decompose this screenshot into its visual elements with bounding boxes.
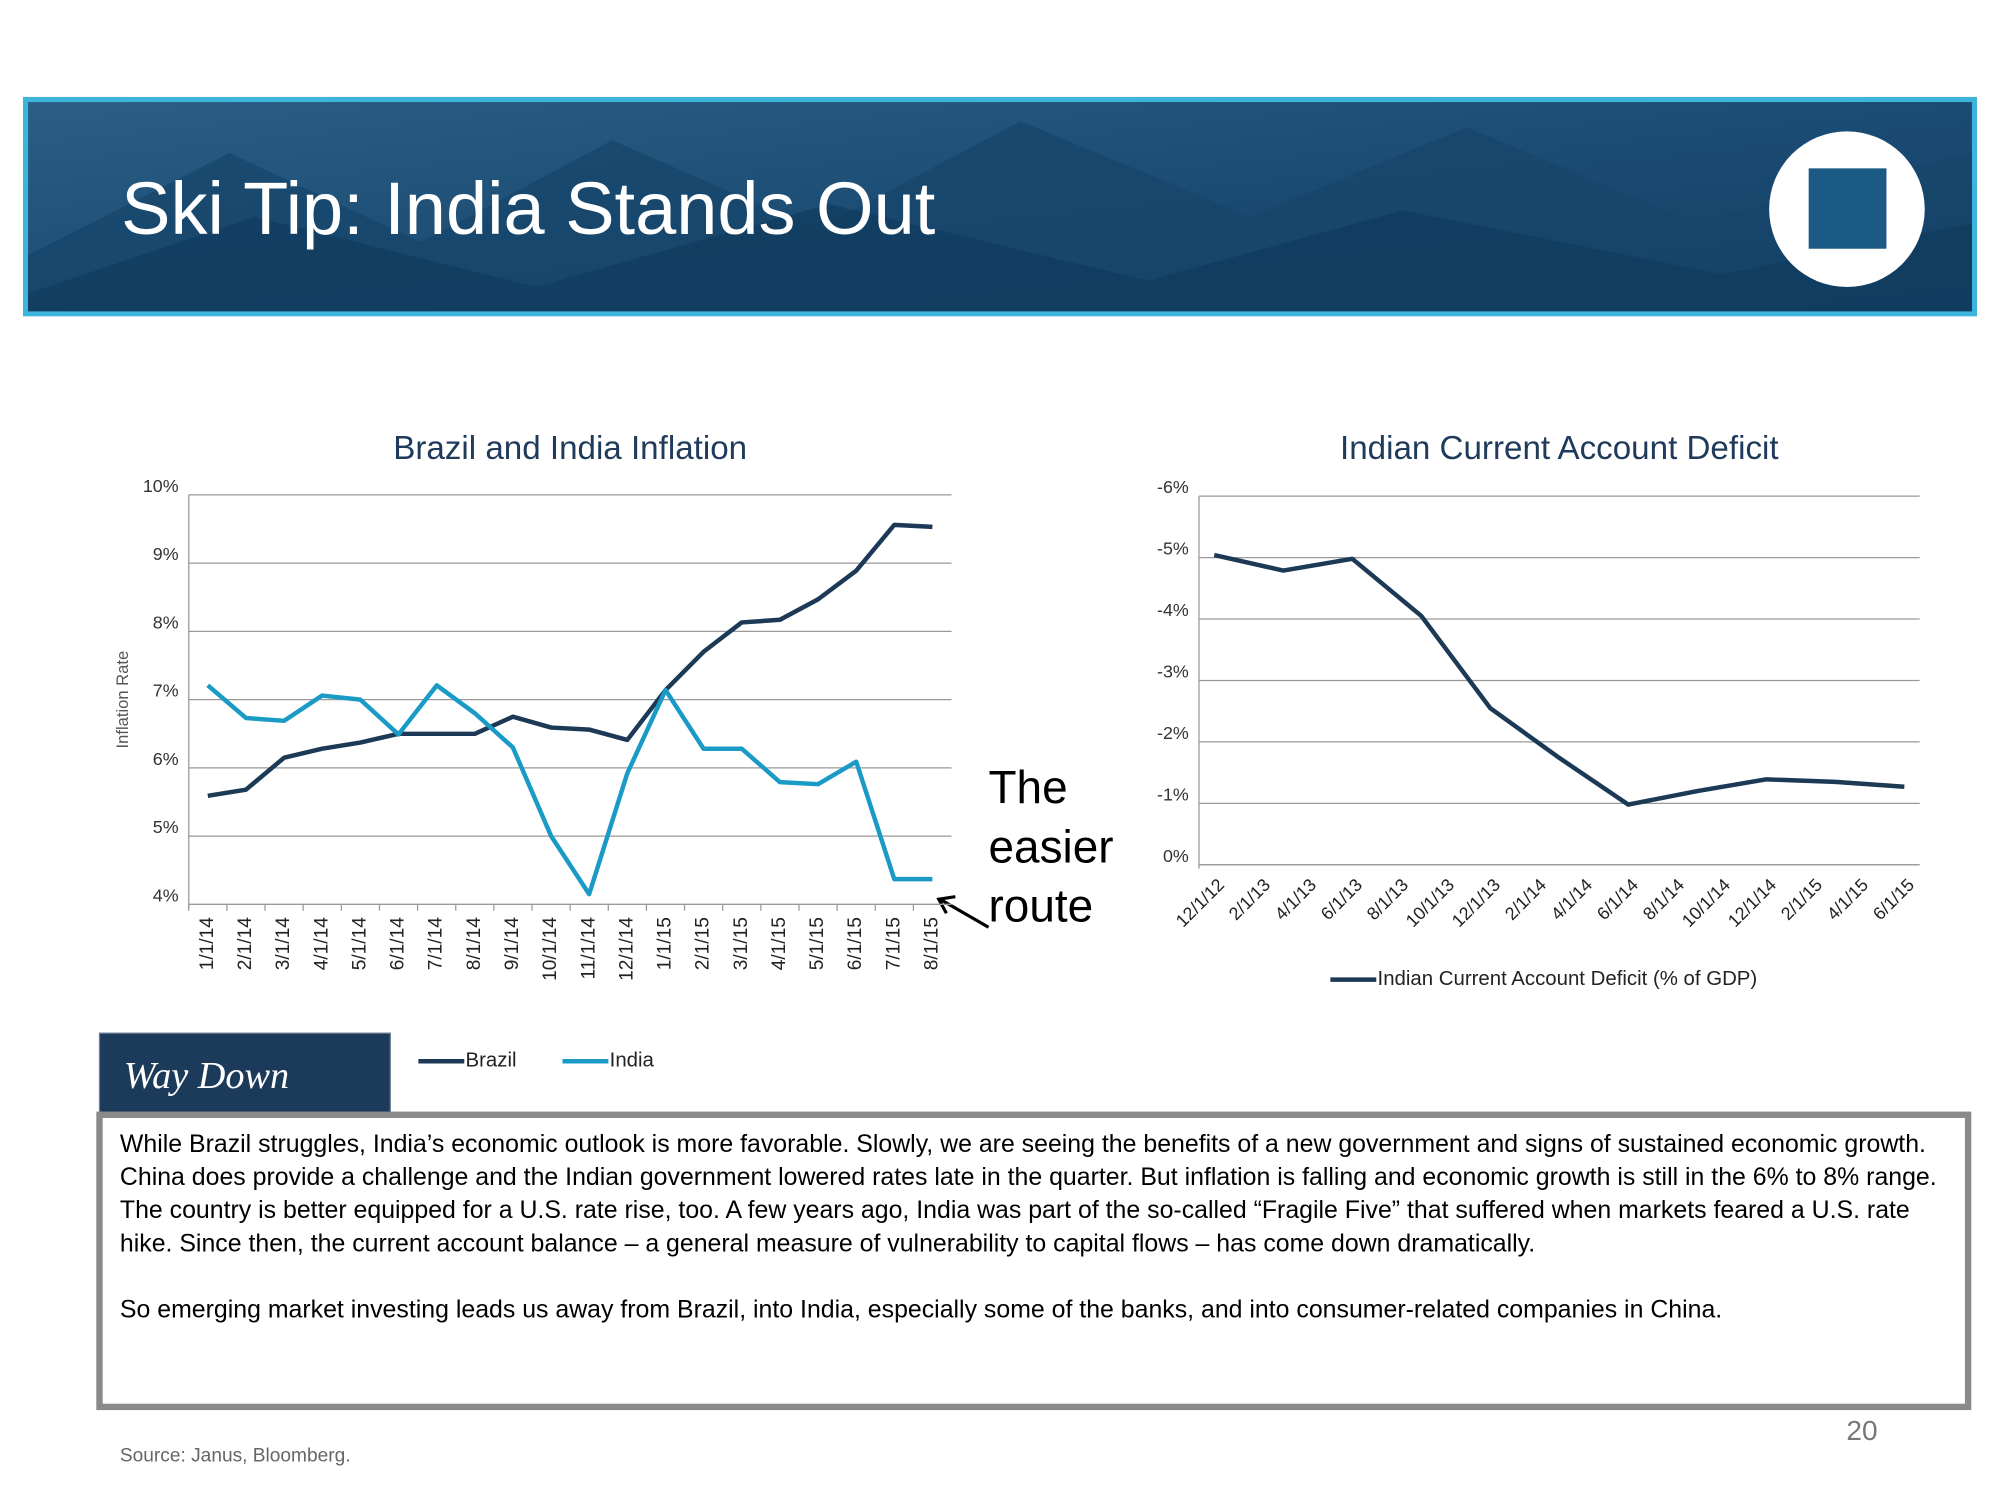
annotation: The easier route	[936, 761, 1127, 932]
x-tick-label: 6/1/14	[388, 917, 409, 971]
x-tick-label: 10/1/14	[1678, 875, 1734, 931]
chart-title: Indian Current Account Deficit	[1340, 430, 1779, 467]
x-tick-label: 4/1/15	[1823, 875, 1872, 924]
chart-title: Brazil and India Inflation	[393, 430, 747, 467]
y-tick-label: 8%	[153, 612, 179, 632]
x-tick-label: 8/1/15	[922, 917, 943, 970]
x-tick-label: 2/1/13	[1225, 875, 1274, 924]
x-tick-label: 1/1/14	[197, 917, 218, 971]
x-tick-label: 11/1/14	[578, 917, 599, 980]
x-tick-label: 3/1/15	[731, 917, 752, 970]
x-tick-label: 4/1/13	[1271, 875, 1320, 924]
x-tick-label: 6/1/15	[1869, 875, 1918, 924]
source: Source: Janus, Bloomberg.	[120, 1446, 351, 1467]
y-tick-label: -5%	[1157, 539, 1189, 559]
y-tick-label: 5%	[153, 817, 179, 837]
header-banner: Ski Tip: India Stands Out	[22, 96, 1978, 317]
x-tick-label: 4/1/15	[769, 917, 790, 970]
x-tick-label: 6/1/13	[1317, 875, 1366, 924]
annotation-line: easier	[989, 821, 1114, 873]
y-tick-label: 4%	[153, 885, 179, 905]
paragraph: So emerging market investing leads us aw…	[119, 1295, 1723, 1324]
legend-label: Brazil	[466, 1050, 517, 1072]
x-tick-label: 8/1/14	[464, 917, 485, 971]
legend-label: Indian Current Account Deficit (% of GDP…	[1378, 968, 1758, 990]
y-tick-label: -2%	[1157, 723, 1189, 743]
series-line	[1213, 552, 1905, 807]
y-tick-label: -1%	[1157, 784, 1189, 804]
x-tick-label: 4/1/14	[1547, 875, 1596, 924]
x-tick-label: 6/1/14	[1593, 875, 1642, 924]
x-tick-label: 5/1/15	[807, 917, 828, 970]
x-tick-label: 3/1/14	[273, 917, 294, 971]
x-tick-label: 7/1/14	[426, 917, 447, 971]
x-tick-label: 10/1/13	[1402, 875, 1458, 931]
y-tick-label: -4%	[1157, 600, 1189, 620]
x-tick-label: 1/1/15	[655, 917, 676, 970]
x-tick-label: 10/1/14	[540, 917, 561, 981]
x-tick-label: 12/1/13	[1448, 875, 1504, 931]
y-tick-label: 10%	[143, 476, 179, 496]
x-tick-label: 7/1/15	[883, 917, 904, 970]
x-tick-label: 2/1/14	[235, 917, 256, 971]
callout-body: While Brazil struggles, India’s economic…	[119, 1130, 1937, 1324]
x-tick-label: 12/1/14	[1724, 875, 1780, 931]
chart: Brazil and India Inflation 4% 5% 6% 7% 8% 9% 10…	[113, 430, 952, 1072]
x-tick-label: 12/1/12	[1172, 875, 1228, 931]
y-tick-label: 6%	[153, 749, 179, 769]
x-tick-label: 6/1/15	[845, 917, 866, 970]
x-tick-label: 2/1/15	[1777, 875, 1826, 924]
chart: Indian Current Account Deficit 0% -1% -2% -3…	[1157, 430, 1920, 990]
annotation-line: route	[989, 880, 1094, 932]
y-tick-label: 9%	[153, 544, 179, 564]
x-tick-label: 12/1/14	[616, 917, 637, 981]
x-tick-label: 2/1/15	[693, 917, 714, 970]
x-tick-label: 5/1/14	[349, 917, 370, 971]
y-tick-label: -6%	[1157, 477, 1189, 497]
series-line	[206, 683, 933, 897]
page-number: 20	[1846, 1415, 1877, 1446]
y-tick-label: -3%	[1157, 662, 1189, 682]
y-tick-label: 0%	[1163, 846, 1189, 866]
annotation-text: The easier route	[989, 761, 1127, 932]
slide-title: Ski Tip: India Stands Out	[121, 167, 936, 250]
x-tick-label: 9/1/14	[502, 917, 523, 971]
callout: Way Down While Brazil struggles, India’s…	[96, 1032, 1972, 1411]
x-tick-label: 4/1/14	[311, 917, 332, 971]
legend-label: India	[610, 1050, 655, 1072]
annotation-line: The	[989, 761, 1068, 813]
callout-label: Way Down	[124, 1055, 289, 1097]
y-tick-label: 7%	[153, 681, 179, 701]
series-line	[207, 522, 933, 798]
y-axis-label: Inflation Rate	[113, 651, 132, 749]
paragraph: While Brazil struggles, India’s economic…	[119, 1130, 1937, 1258]
x-tick-label: 2/1/14	[1501, 875, 1550, 924]
